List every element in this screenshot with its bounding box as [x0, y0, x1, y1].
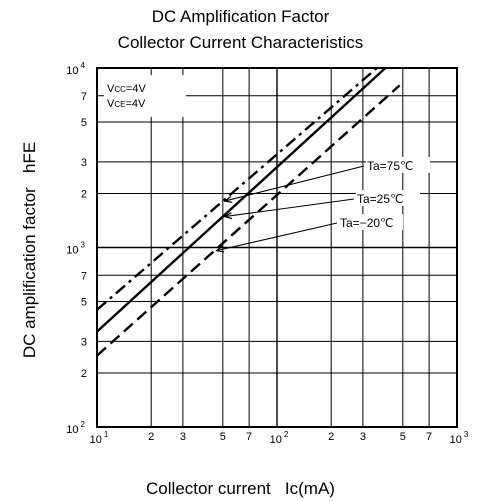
y-tick-label: 7	[81, 270, 87, 282]
y-tick-label: 5	[81, 117, 87, 129]
x-axis-label: Collector current Ic(mA)	[146, 479, 335, 498]
series-line	[97, 84, 401, 357]
y-tick-label: 7	[81, 91, 87, 103]
y-tick-label: 2	[81, 188, 87, 200]
annotation-label: Ta=−20℃	[340, 216, 394, 230]
x-tick-label: 5	[400, 431, 406, 443]
chart-title: DC Amplification Factor	[151, 7, 330, 26]
y-tick-label: 10 3	[66, 241, 85, 257]
chart-subtitle: Collector Current Characteristics	[117, 33, 364, 52]
series-line	[97, 68, 387, 333]
annotation-bg	[339, 214, 403, 230]
x-tick-label: 2	[328, 431, 334, 443]
y-tick-label: 10 2	[66, 420, 85, 436]
condition-label: VCE=4V	[107, 98, 146, 110]
annotation-bg	[356, 190, 420, 206]
y-tick-label: 2	[81, 368, 87, 380]
x-tick-label: 10 2	[270, 430, 289, 446]
condition-label: VCC=4V	[107, 83, 146, 95]
annotation-label: Ta=25℃	[357, 192, 404, 206]
series-line	[97, 68, 378, 311]
x-tick-label: 10 1	[90, 430, 109, 446]
x-tick-label: 3	[180, 431, 186, 443]
x-tick-label: 7	[246, 431, 252, 443]
x-tick-label: 7	[426, 431, 432, 443]
annotation-arrow	[225, 198, 355, 217]
y-tick-label: 5	[81, 297, 87, 309]
conditions-box	[104, 75, 186, 117]
plot-frame	[96, 67, 458, 428]
annotation-arrow	[225, 165, 365, 201]
annotation-bg	[366, 157, 430, 173]
annotation-arrow	[217, 222, 338, 251]
x-tick-label: 3	[360, 431, 366, 443]
x-tick-label: 5	[220, 431, 226, 443]
annotation-label: Ta=75℃	[367, 159, 414, 173]
x-tick-label: 2	[148, 431, 154, 443]
x-tick-label: 10 3	[450, 430, 469, 446]
y-tick-label: 10 4	[66, 61, 85, 77]
y-tick-label: 3	[81, 336, 87, 348]
y-tick-label: 3	[81, 157, 87, 169]
